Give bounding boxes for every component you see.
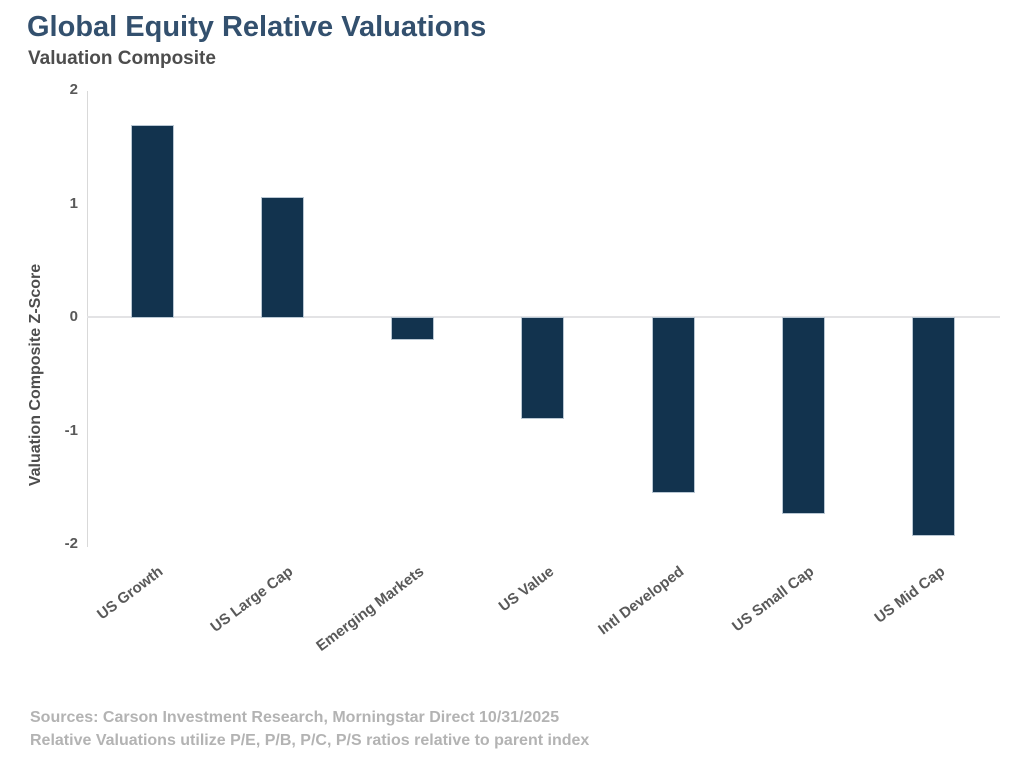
bar-emerging-markets — [391, 317, 434, 340]
bar-us-growth — [130, 125, 174, 318]
bar-us-mid-cap — [912, 317, 955, 537]
y-tick-label: 0 — [69, 308, 78, 325]
bar-us-large-cap — [260, 196, 304, 318]
chart-title: Global Equity Relative Valuations — [27, 11, 487, 43]
y-tick-label: 2 — [69, 81, 78, 98]
bar-us-value — [521, 317, 565, 420]
source-footer: Sources: Carson Investment Research, Mor… — [30, 706, 589, 752]
bar-intl-developed — [651, 317, 695, 493]
y-axis-title: Valuation Composite Z-Score — [27, 263, 44, 487]
chart-subtitle: Valuation Composite — [28, 48, 216, 69]
y-tick-label: -1 — [64, 421, 78, 439]
y-tick-label: 1 — [69, 194, 78, 212]
methodology-line: Relative Valuations utilize P/E, P/B, P/… — [30, 732, 590, 749]
y-axis-line — [87, 91, 88, 547]
bar-us-small-cap — [781, 317, 825, 515]
source-line: Sources: Carson Investment Research, Mor… — [30, 709, 560, 726]
y-tick-label: -2 — [64, 535, 78, 552]
